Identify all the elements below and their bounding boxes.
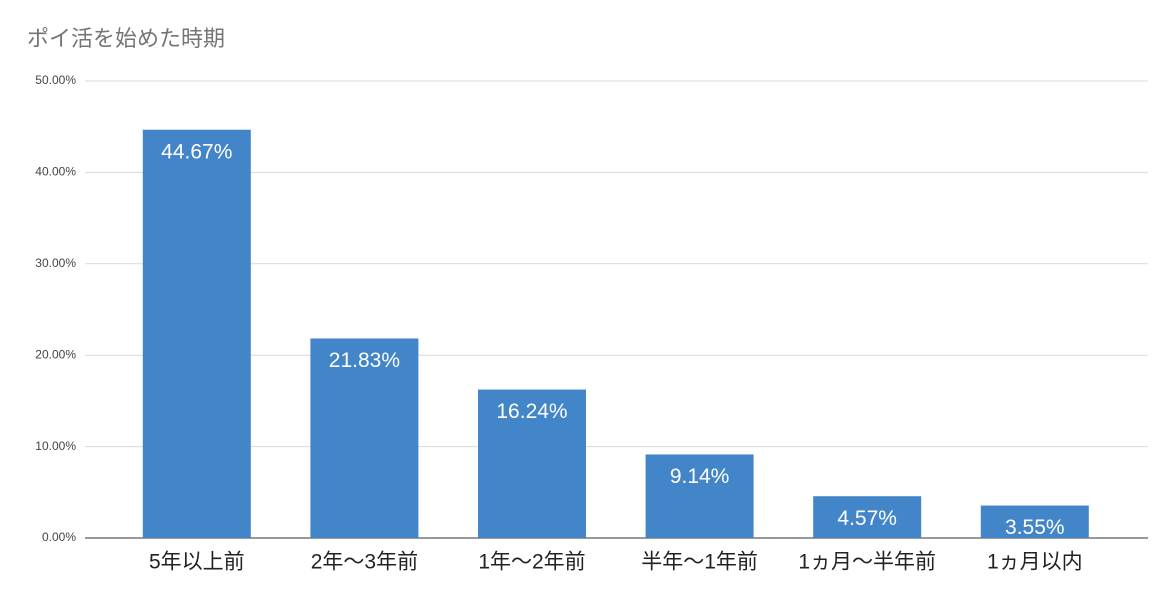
bar xyxy=(142,129,251,539)
x-tick-label: 半年〜1年前 xyxy=(641,551,758,574)
y-tick-label: 30.00% xyxy=(35,256,76,270)
y-tick-label: 50.00% xyxy=(35,73,76,87)
y-tick-label: 0.00% xyxy=(42,530,76,544)
bar xyxy=(980,505,1089,538)
x-tick-label: 1ヵ月以内 xyxy=(987,551,1083,574)
value-label: 9.14% xyxy=(670,465,730,488)
bar xyxy=(310,338,419,538)
value-label: 3.55% xyxy=(1005,516,1065,539)
bar xyxy=(478,389,586,538)
x-tick-label: 2年〜3年前 xyxy=(311,551,418,574)
bar xyxy=(813,496,922,538)
x-tick-label: 1ヵ月〜半年前 xyxy=(798,551,936,574)
bar xyxy=(645,454,754,538)
x-tick-label: 1年〜2年前 xyxy=(478,551,585,574)
chart-title: ポイ活を始めた時期 xyxy=(27,26,225,51)
value-label: 21.83% xyxy=(329,349,400,372)
y-tick-label: 10.00% xyxy=(35,439,76,453)
value-label: 44.67% xyxy=(161,140,232,163)
y-tick-label: 20.00% xyxy=(35,347,76,361)
value-label: 16.24% xyxy=(496,400,567,423)
x-tick-label: 5年以上前 xyxy=(149,551,245,574)
value-label: 4.57% xyxy=(837,507,897,530)
y-tick-label: 40.00% xyxy=(35,165,76,179)
